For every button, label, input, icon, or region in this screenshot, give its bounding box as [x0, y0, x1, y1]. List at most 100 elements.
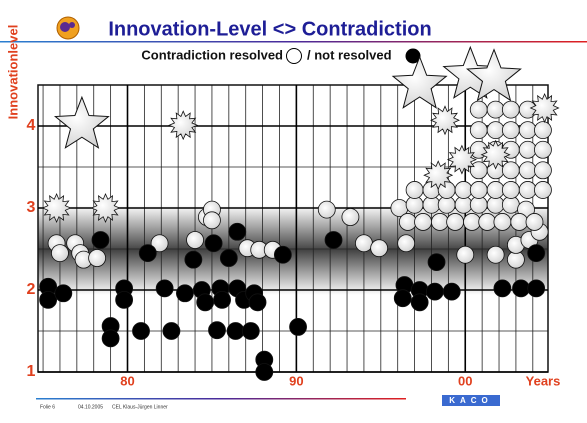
- data-point: [196, 293, 215, 312]
- data-point: [132, 322, 150, 340]
- data-point: [534, 121, 552, 140]
- data-point: [469, 181, 488, 199]
- data-point: [501, 121, 520, 140]
- logo-text: KACO: [449, 396, 493, 405]
- data-point: [501, 161, 520, 180]
- data-point: [208, 321, 226, 340]
- data-point: [204, 234, 223, 253]
- header-icon: [56, 16, 80, 40]
- legend-marker: [286, 48, 302, 64]
- data-point: [525, 213, 544, 231]
- star-point: [53, 95, 110, 149]
- data-point: [393, 289, 412, 308]
- data-point: [219, 249, 238, 267]
- legend-label: / not resolved: [307, 47, 392, 62]
- data-point: [184, 250, 203, 269]
- data-point: [527, 244, 546, 263]
- data-point: [226, 322, 245, 340]
- marks: [39, 45, 560, 381]
- data-point: [456, 245, 475, 264]
- data-point: [398, 213, 417, 231]
- data-point: [241, 322, 260, 340]
- y-tick-label: 1: [27, 363, 36, 380]
- legend-label: Contradiction resolved: [141, 47, 283, 62]
- data-point: [501, 100, 520, 119]
- burst-point: [90, 193, 121, 223]
- data-point: [397, 234, 416, 253]
- data-point: [486, 100, 505, 119]
- data-point: [493, 213, 512, 231]
- data-point: [493, 279, 512, 298]
- data-point: [150, 234, 169, 253]
- data-point: [510, 213, 529, 231]
- data-point: [431, 213, 449, 231]
- data-point: [478, 213, 497, 231]
- data-point: [534, 140, 552, 159]
- data-point: [248, 293, 267, 312]
- footer-date: 04.10.2005: [78, 404, 103, 410]
- burst-point: [446, 144, 477, 175]
- data-point: [405, 181, 424, 199]
- data-point: [370, 239, 389, 258]
- data-point: [138, 244, 157, 263]
- burst-point: [529, 93, 560, 123]
- data-point: [186, 231, 204, 249]
- burst-point: [423, 160, 454, 191]
- burst-point: [41, 193, 72, 223]
- header-rule: [0, 41, 587, 43]
- data-point: [289, 317, 307, 336]
- data-point: [469, 121, 488, 140]
- data-point: [51, 244, 69, 263]
- y-tick-label: 2: [27, 281, 36, 298]
- data-point: [486, 121, 505, 140]
- y-tick-label: 4: [27, 117, 36, 134]
- footer-logo: KACO: [442, 395, 500, 406]
- x-axis-title: Years: [526, 373, 561, 388]
- data-point: [442, 282, 461, 301]
- data-point: [91, 231, 110, 249]
- data-point: [101, 329, 120, 348]
- x-tick-label: 80: [120, 373, 134, 388]
- data-point: [469, 100, 488, 119]
- chart-title: Innovation-Level <> Contradiction: [108, 18, 431, 40]
- data-point: [88, 249, 107, 267]
- data-point: [446, 213, 465, 231]
- burst-point: [168, 110, 199, 141]
- data-point: [518, 121, 537, 140]
- star-point: [465, 48, 522, 102]
- x-tick-label: 00: [458, 373, 472, 388]
- data-point: [341, 208, 360, 226]
- data-point: [501, 181, 520, 199]
- burst-point: [480, 139, 511, 170]
- data-point: [39, 290, 58, 309]
- data-point: [410, 293, 429, 312]
- data-point: [414, 213, 432, 231]
- data-point: [213, 290, 231, 309]
- legend-marker: [405, 48, 421, 64]
- data-point: [486, 181, 505, 199]
- data-point: [486, 245, 505, 264]
- data-point: [317, 200, 336, 219]
- star-point: [391, 55, 448, 109]
- data-point: [255, 363, 274, 381]
- data-point: [176, 284, 194, 303]
- footer-author: CEL Klaus-Jürgen Linner: [112, 404, 168, 410]
- x-tick-label: 90: [289, 373, 303, 388]
- data-point: [203, 211, 221, 230]
- data-point: [534, 181, 552, 199]
- data-point: [518, 181, 537, 199]
- data-point: [54, 284, 73, 303]
- data-point: [518, 161, 537, 180]
- data-point: [518, 140, 537, 159]
- y-tick-label: 3: [27, 199, 36, 216]
- data-point: [425, 282, 444, 301]
- footer-slide: Folie 6: [40, 404, 55, 410]
- data-point: [162, 322, 181, 340]
- data-point: [427, 253, 446, 272]
- data-point: [355, 234, 373, 253]
- data-point: [454, 181, 473, 199]
- data-point: [463, 213, 481, 231]
- burst-point: [430, 105, 460, 136]
- y-axis-title: Innovationlevel: [5, 25, 20, 120]
- data-point: [273, 245, 292, 264]
